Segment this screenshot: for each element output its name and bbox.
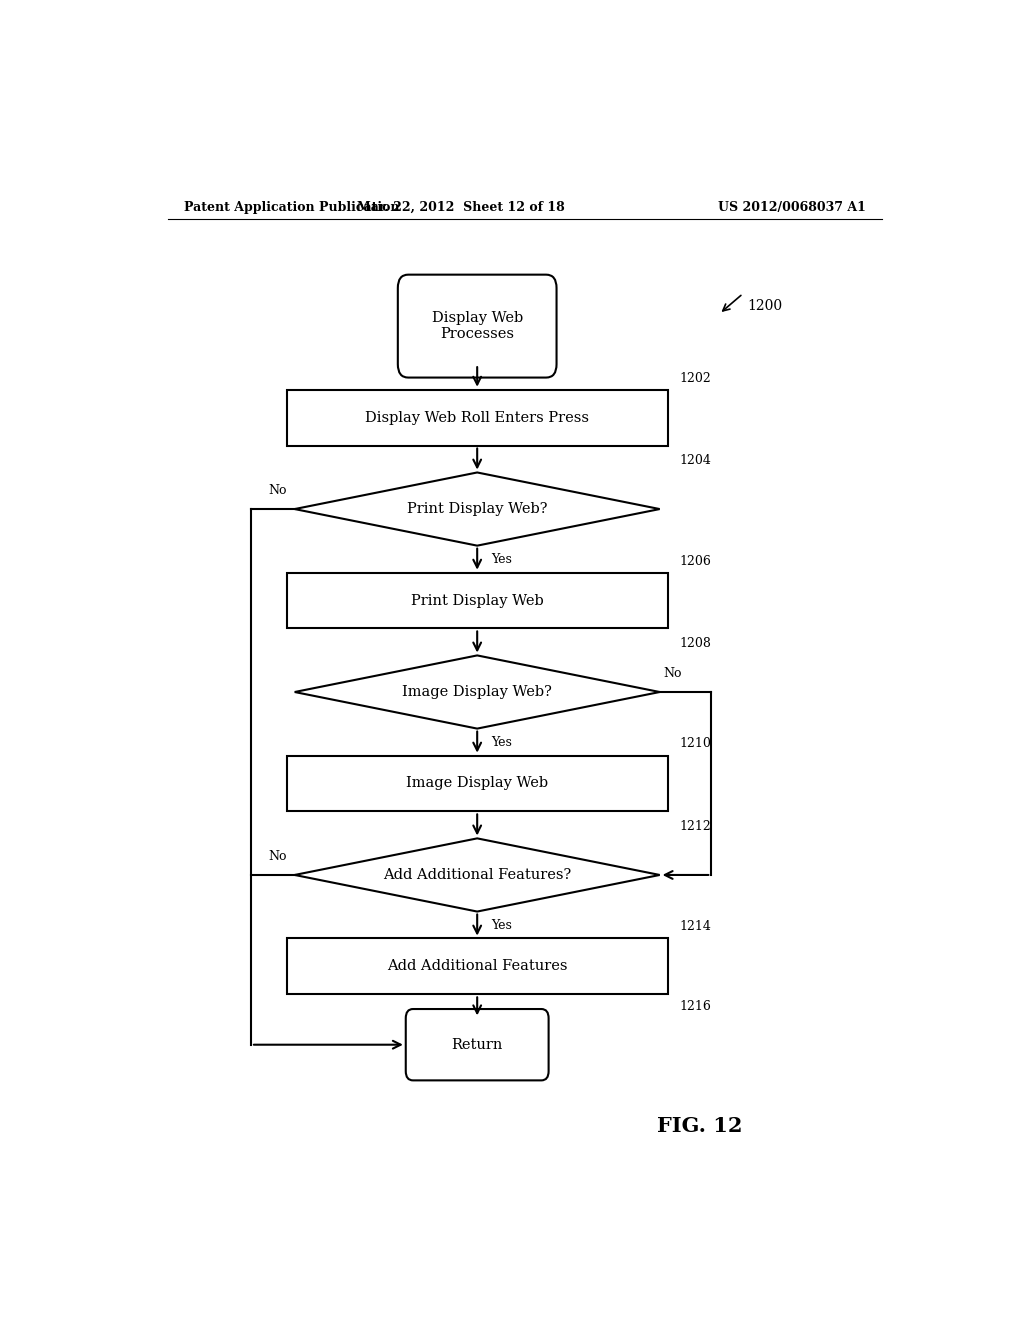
Text: Print Display Web?: Print Display Web?: [407, 502, 548, 516]
Polygon shape: [295, 838, 659, 912]
Text: 1208: 1208: [680, 638, 712, 651]
Text: Display Web Roll Enters Press: Display Web Roll Enters Press: [366, 411, 589, 425]
Text: Yes: Yes: [492, 919, 512, 932]
Text: Return: Return: [452, 1038, 503, 1052]
Text: Image Display Web?: Image Display Web?: [402, 685, 552, 700]
Text: 1204: 1204: [680, 454, 712, 467]
Text: 1216: 1216: [680, 1001, 712, 1014]
Text: 1200: 1200: [748, 298, 782, 313]
FancyBboxPatch shape: [287, 939, 668, 994]
Polygon shape: [295, 656, 659, 729]
Text: 1202: 1202: [680, 371, 712, 384]
Text: Add Additional Features?: Add Additional Features?: [383, 869, 571, 882]
Text: No: No: [664, 667, 682, 680]
Text: Mar. 22, 2012  Sheet 12 of 18: Mar. 22, 2012 Sheet 12 of 18: [357, 201, 565, 214]
FancyBboxPatch shape: [397, 275, 557, 378]
FancyBboxPatch shape: [406, 1008, 549, 1080]
Polygon shape: [295, 473, 659, 545]
Text: Patent Application Publication: Patent Application Publication: [183, 201, 399, 214]
Text: Yes: Yes: [492, 735, 512, 748]
Text: Print Display Web: Print Display Web: [411, 594, 544, 607]
Text: 1214: 1214: [680, 920, 712, 933]
Text: Add Additional Features: Add Additional Features: [387, 960, 567, 973]
Text: US 2012/0068037 A1: US 2012/0068037 A1: [718, 201, 866, 214]
Text: FIG. 12: FIG. 12: [656, 1115, 742, 1137]
Text: 1212: 1212: [680, 820, 712, 833]
Text: No: No: [268, 850, 287, 863]
FancyBboxPatch shape: [287, 389, 668, 446]
Text: Display Web
Processes: Display Web Processes: [431, 312, 523, 341]
Text: Image Display Web: Image Display Web: [407, 776, 548, 791]
FancyBboxPatch shape: [287, 755, 668, 812]
Text: No: No: [268, 484, 287, 498]
FancyBboxPatch shape: [287, 573, 668, 628]
Text: 1210: 1210: [680, 738, 712, 751]
Text: Yes: Yes: [492, 553, 512, 565]
Text: 1206: 1206: [680, 554, 712, 568]
